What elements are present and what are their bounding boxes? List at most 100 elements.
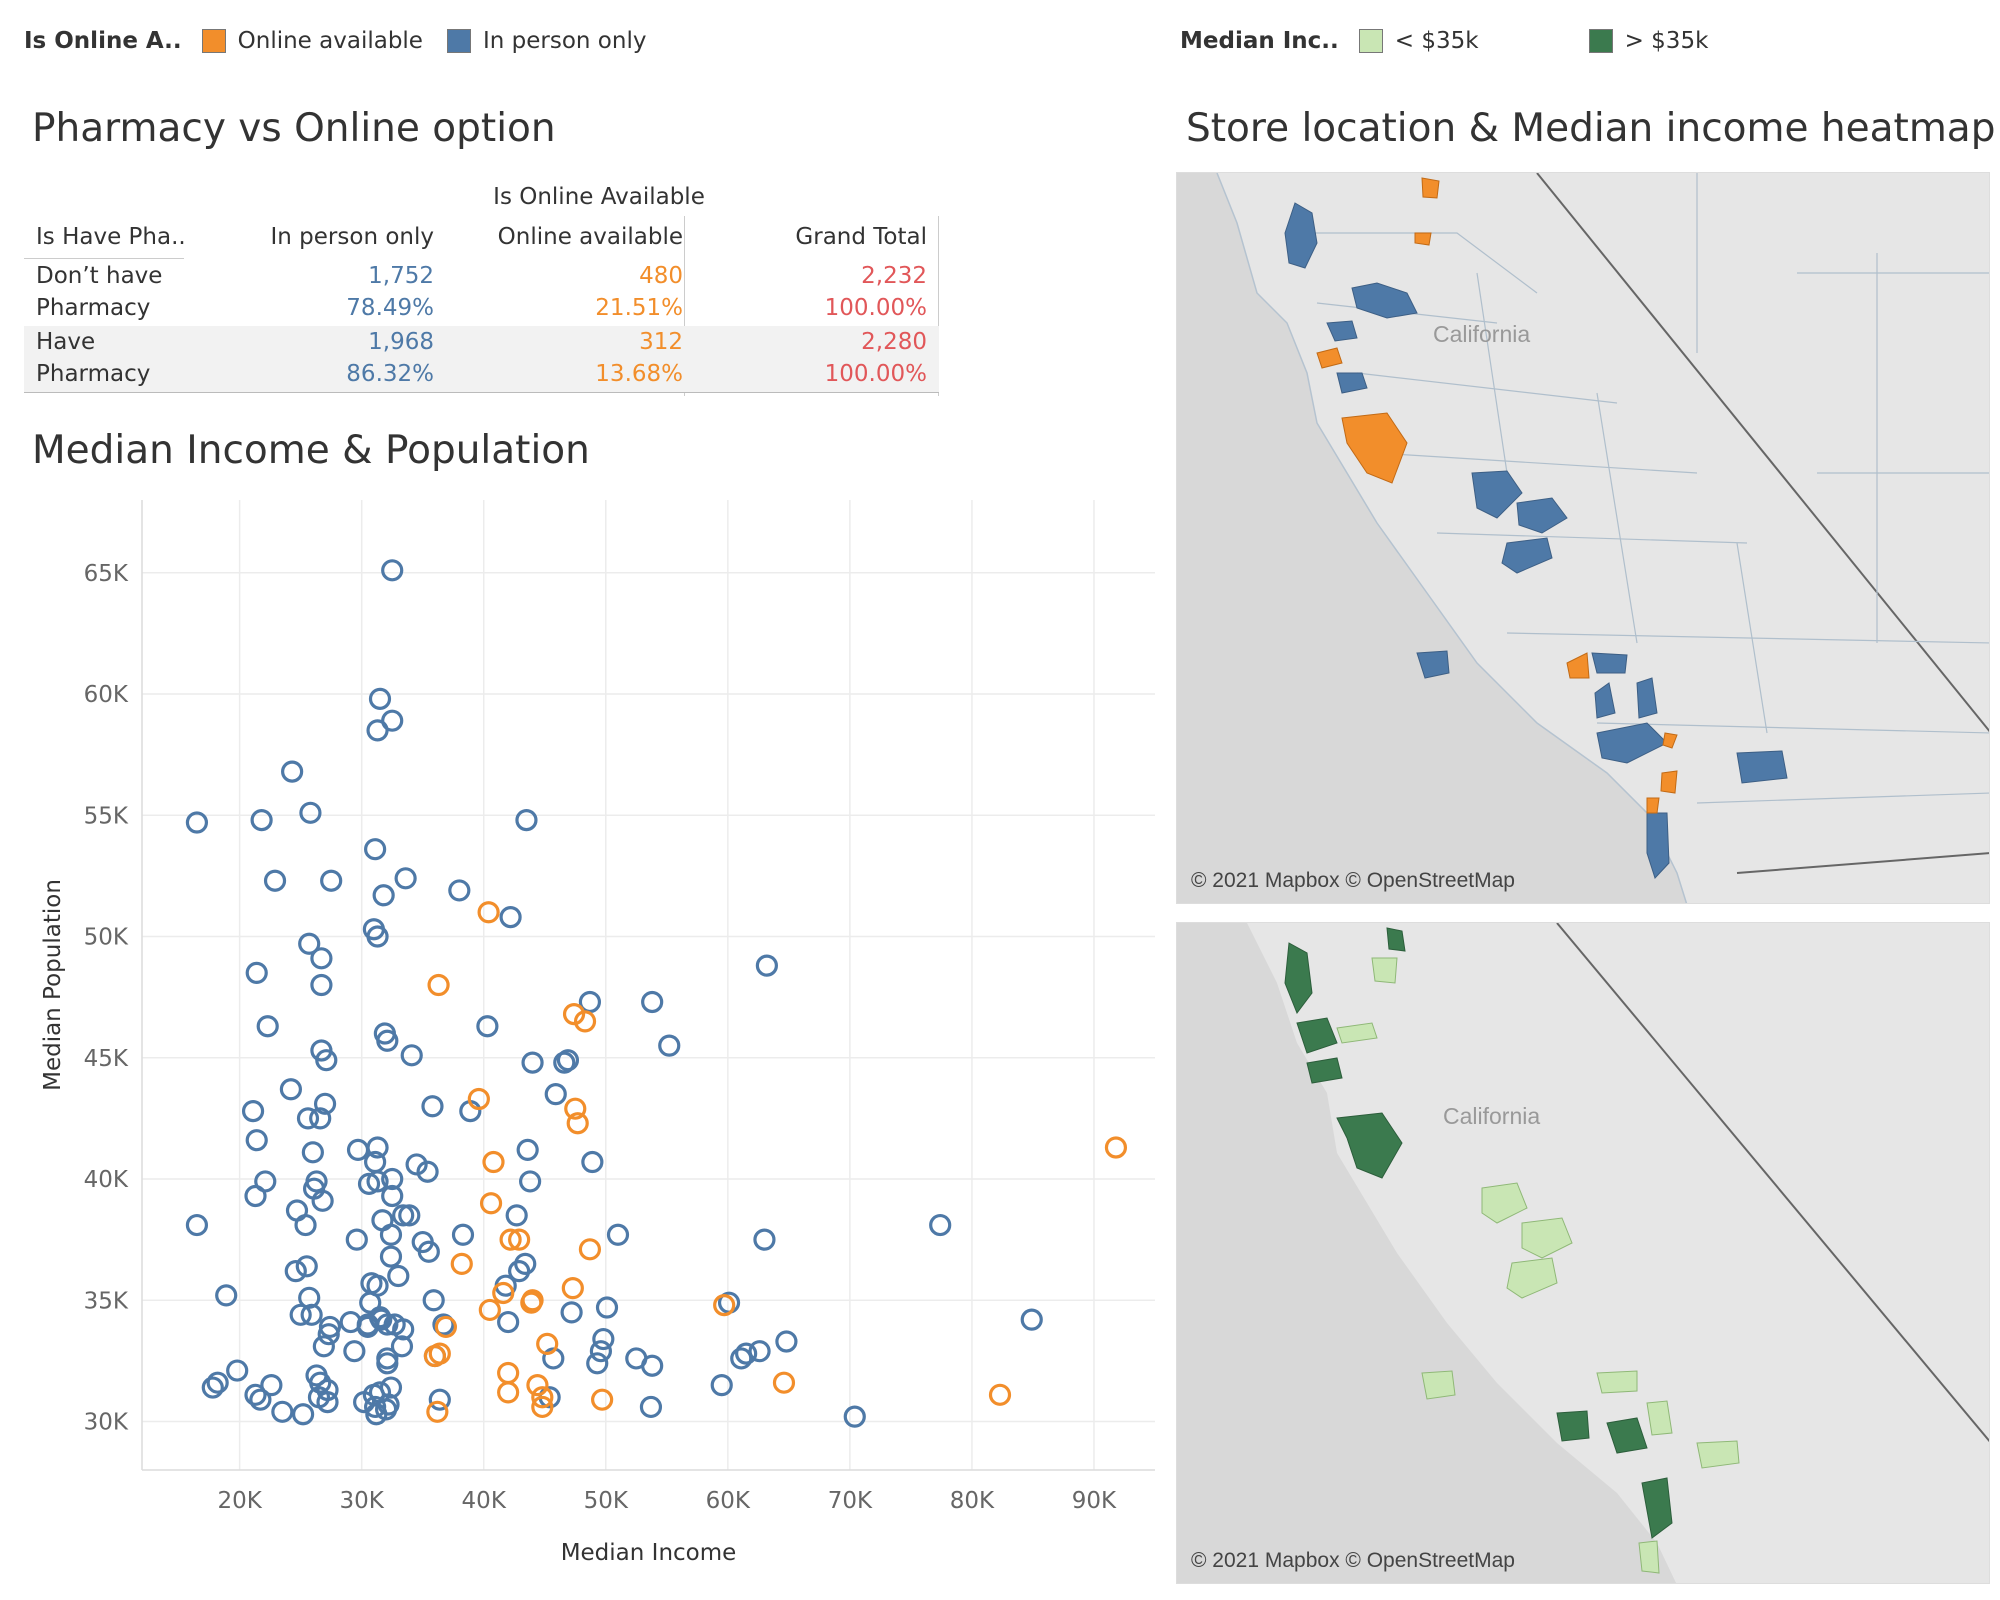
data-point-online-available[interactable] bbox=[499, 1228, 522, 1251]
data-point-online-available[interactable] bbox=[521, 1289, 544, 1312]
store-location-map[interactable]: California © 2021 Mapbox © OpenStreetMap bbox=[1176, 172, 1990, 904]
data-point-in-person-only[interactable] bbox=[241, 1099, 265, 1123]
data-point-online-available[interactable] bbox=[578, 1238, 602, 1261]
data-point-online-available[interactable] bbox=[772, 1371, 796, 1394]
data-point-in-person-only[interactable] bbox=[595, 1296, 619, 1319]
data-point-in-person-only[interactable] bbox=[311, 1189, 334, 1212]
data-point-in-person-only[interactable] bbox=[298, 1286, 321, 1309]
data-point-in-person-only[interactable] bbox=[381, 1184, 404, 1208]
data-point-in-person-only[interactable] bbox=[451, 1223, 475, 1246]
data-point-in-person-only[interactable] bbox=[366, 1170, 389, 1193]
data-point-in-person-only[interactable] bbox=[345, 1228, 368, 1251]
data-point-online-available[interactable] bbox=[492, 1281, 515, 1305]
data-point-in-person-only[interactable] bbox=[366, 925, 389, 948]
data-point-in-person-only[interactable] bbox=[250, 809, 273, 832]
data-point-in-person-only[interactable] bbox=[374, 1398, 398, 1421]
legend-item-low-income[interactable]: < $35k bbox=[1358, 28, 1479, 54]
data-point-in-person-only[interactable] bbox=[658, 1034, 681, 1057]
data-point-in-person-only[interactable] bbox=[560, 1301, 583, 1324]
data-point-in-person-only[interactable] bbox=[586, 1352, 609, 1375]
data-point-in-person-only[interactable] bbox=[592, 1327, 615, 1351]
data-point-in-person-only[interactable] bbox=[295, 1255, 318, 1278]
data-point-in-person-only[interactable] bbox=[309, 1371, 332, 1394]
data-point-in-person-only[interactable] bbox=[312, 1335, 335, 1358]
data-point-in-person-only[interactable] bbox=[428, 1388, 451, 1411]
data-point-online-available[interactable] bbox=[477, 901, 500, 924]
data-point-in-person-only[interactable] bbox=[292, 1403, 315, 1426]
data-point-in-person-only[interactable] bbox=[641, 990, 664, 1014]
data-point-in-person-only[interactable] bbox=[753, 1228, 776, 1251]
data-point-online-available[interactable] bbox=[591, 1388, 614, 1411]
data-point-online-available[interactable] bbox=[450, 1252, 473, 1275]
data-point-in-person-only[interactable] bbox=[521, 1051, 544, 1074]
map-attribution[interactable]: © 2021 Mapbox © OpenStreetMap bbox=[1191, 869, 1515, 892]
data-point-online-available[interactable] bbox=[573, 1010, 597, 1033]
data-point-online-available[interactable] bbox=[482, 1150, 505, 1174]
data-point-in-person-only[interactable] bbox=[310, 947, 333, 970]
cell-total-count[interactable]: 2,232 bbox=[861, 263, 927, 289]
data-point-in-person-only[interactable] bbox=[244, 1383, 267, 1406]
median-income-heatmap[interactable]: California © 2021 Mapbox © OpenStreetMap bbox=[1176, 922, 1990, 1584]
data-point-in-person-only[interactable] bbox=[405, 1153, 428, 1176]
data-point-in-person-only[interactable] bbox=[318, 1315, 342, 1339]
data-point-in-person-only[interactable] bbox=[372, 884, 395, 907]
data-point-in-person-only[interactable] bbox=[544, 1083, 567, 1106]
data-point-in-person-only[interactable] bbox=[381, 559, 404, 582]
cell-online-count[interactable]: 312 bbox=[639, 329, 683, 355]
data-point-in-person-only[interactable] bbox=[226, 1359, 249, 1382]
data-point-online-available[interactable] bbox=[988, 1383, 1012, 1406]
data-point-online-available[interactable] bbox=[536, 1332, 559, 1356]
data-point-in-person-only[interactable] bbox=[392, 1204, 415, 1227]
data-point-in-person-only[interactable] bbox=[289, 1303, 312, 1326]
data-point-online-available[interactable] bbox=[566, 1112, 589, 1135]
data-point-in-person-only[interactable] bbox=[499, 906, 522, 929]
data-point-in-person-only[interactable] bbox=[309, 1107, 332, 1130]
data-point-in-person-only[interactable] bbox=[516, 1138, 539, 1162]
data-point-in-person-only[interactable] bbox=[256, 1015, 279, 1038]
data-point-online-available[interactable] bbox=[508, 1228, 531, 1251]
data-point-in-person-only[interactable] bbox=[376, 1029, 399, 1052]
data-point-in-person-only[interactable] bbox=[364, 838, 387, 861]
data-point-in-person-only[interactable] bbox=[185, 811, 209, 834]
table-row[interactable]: Have Pharmacy 1,968 86.32% 312 13.68% 2,… bbox=[24, 326, 939, 392]
data-point-in-person-only[interactable] bbox=[271, 1400, 294, 1423]
data-point-in-person-only[interactable] bbox=[379, 1245, 403, 1268]
data-point-in-person-only[interactable] bbox=[263, 869, 287, 892]
cell-in-person-pct[interactable]: 78.49% bbox=[346, 295, 434, 321]
data-point-online-available[interactable] bbox=[531, 1386, 554, 1409]
column-header-online[interactable]: Online available bbox=[497, 224, 683, 250]
data-point-online-available[interactable] bbox=[526, 1374, 549, 1397]
data-point-in-person-only[interactable] bbox=[320, 869, 343, 892]
data-point-in-person-only[interactable] bbox=[639, 1395, 663, 1419]
cell-in-person-count[interactable]: 1,752 bbox=[368, 263, 434, 289]
data-point-in-person-only[interactable] bbox=[379, 1376, 403, 1399]
data-point-in-person-only[interactable] bbox=[366, 719, 389, 742]
data-point-online-available[interactable] bbox=[427, 973, 450, 997]
data-point-in-person-only[interactable] bbox=[556, 1049, 580, 1072]
data-point-online-available[interactable] bbox=[562, 1002, 586, 1026]
legend-item-high-income[interactable]: > $35k bbox=[1588, 28, 1708, 54]
data-point-in-person-only[interactable] bbox=[343, 1340, 366, 1363]
data-point-online-available[interactable] bbox=[497, 1381, 520, 1404]
data-point-in-person-only[interactable] bbox=[755, 954, 778, 977]
data-point-in-person-only[interactable] bbox=[279, 1078, 302, 1101]
data-point-in-person-only[interactable] bbox=[313, 1092, 337, 1115]
data-point-in-person-only[interactable] bbox=[843, 1405, 866, 1428]
data-point-in-person-only[interactable] bbox=[379, 1223, 403, 1246]
data-point-in-person-only[interactable] bbox=[301, 1141, 324, 1164]
data-point-in-person-only[interactable] bbox=[316, 1390, 339, 1414]
table-row[interactable]: Don’t have Pharmacy 1,752 78.49% 480 21.… bbox=[24, 260, 939, 326]
data-point-in-person-only[interactable] bbox=[376, 1352, 399, 1375]
data-point-in-person-only[interactable] bbox=[416, 1160, 439, 1183]
map-attribution[interactable]: © 2021 Mapbox © OpenStreetMap bbox=[1191, 1549, 1515, 1572]
data-point-in-person-only[interactable] bbox=[281, 760, 304, 783]
data-point-online-available[interactable] bbox=[497, 1361, 520, 1385]
data-point-in-person-only[interactable] bbox=[589, 1340, 613, 1363]
data-point-in-person-only[interactable] bbox=[215, 1284, 238, 1307]
data-point-in-person-only[interactable] bbox=[398, 1204, 421, 1227]
data-point-in-person-only[interactable] bbox=[394, 867, 417, 890]
data-point-in-person-only[interactable] bbox=[249, 1388, 272, 1411]
data-point-in-person-only[interactable] bbox=[294, 1213, 317, 1237]
data-point-in-person-only[interactable] bbox=[735, 1342, 758, 1365]
data-point-in-person-only[interactable] bbox=[284, 1260, 307, 1283]
